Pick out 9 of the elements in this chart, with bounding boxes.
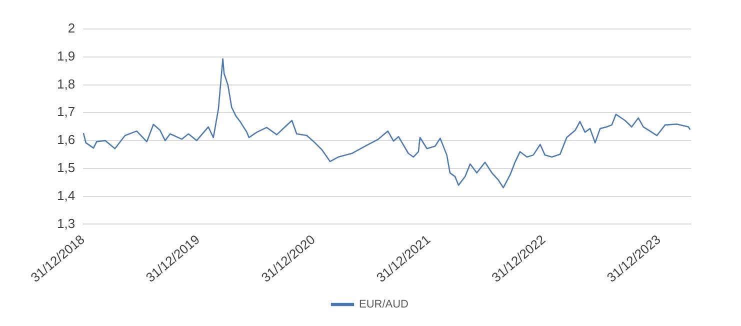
y-tick-label: 1,4 xyxy=(56,188,76,203)
y-tick-label: 1,3 xyxy=(56,216,76,231)
y-tick-label: 1,9 xyxy=(56,48,76,64)
legend-label: EUR/AUD xyxy=(358,298,409,311)
y-tick-label: 1,7 xyxy=(56,104,76,120)
y-tick-label: 2 xyxy=(68,20,76,36)
y-tick-label: 1,8 xyxy=(56,76,76,92)
y-tick-label: 1,6 xyxy=(56,132,76,148)
y-tick-label: 1,5 xyxy=(56,160,76,176)
